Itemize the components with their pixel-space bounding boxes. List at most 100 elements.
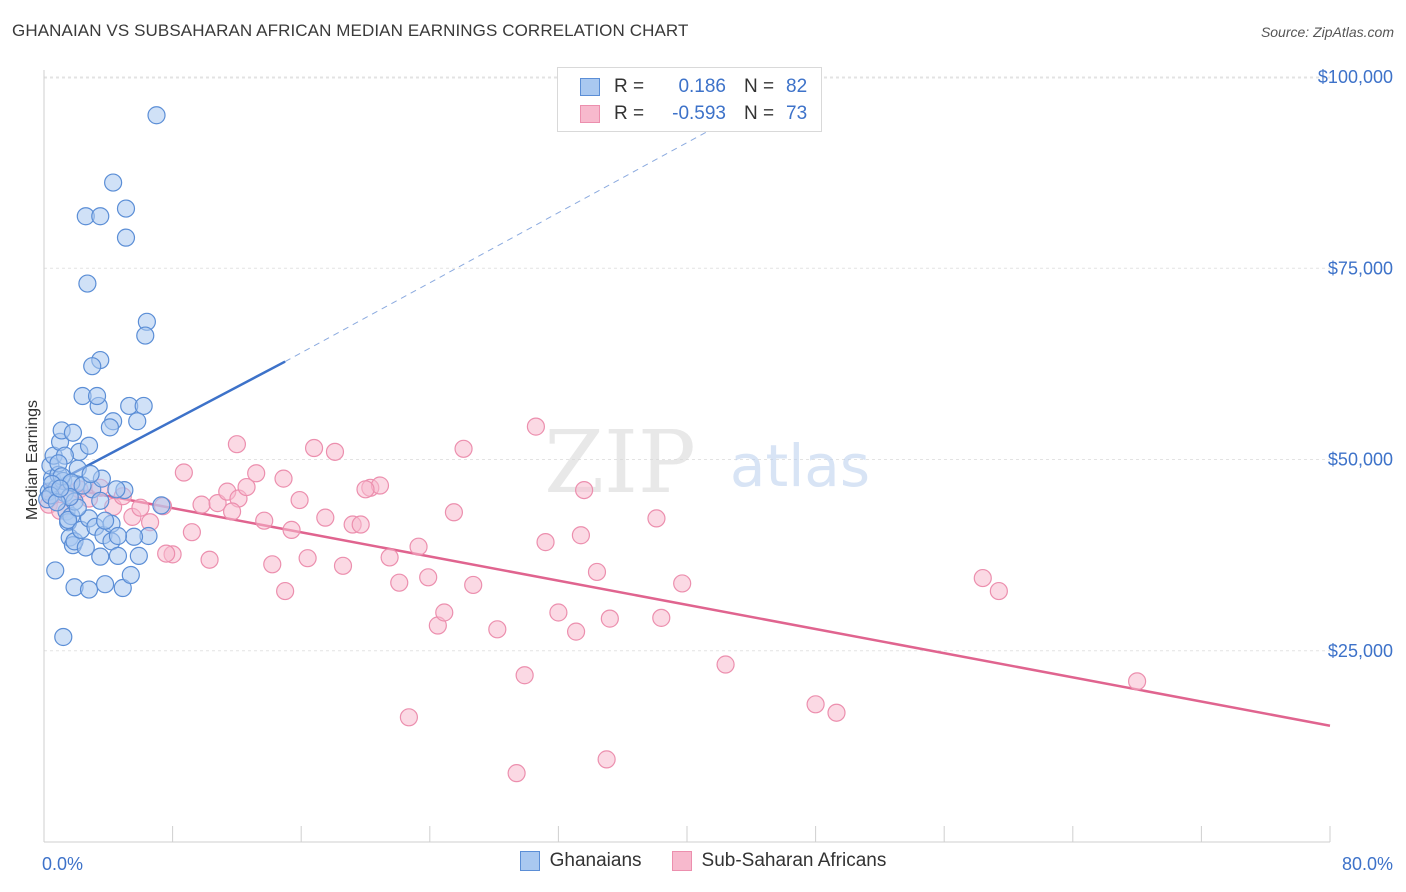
subsaharan-point xyxy=(274,469,293,488)
ghanaian-point xyxy=(76,538,95,557)
subsaharan-point xyxy=(600,609,619,628)
subsaharan-point xyxy=(131,498,150,517)
ghanaian-point xyxy=(147,106,166,125)
y-tick-labels: $25,000 $50,000 $75,000 $100,000 xyxy=(1318,67,1393,661)
y-tick-label: $75,000 xyxy=(1328,258,1393,278)
subsaharan-point xyxy=(237,477,256,497)
subsaharan-point xyxy=(276,581,295,601)
legend-r-label: R = xyxy=(614,103,645,124)
subsaharan-point xyxy=(464,575,483,595)
legend-label-ghanaians: Ghanaians xyxy=(549,850,642,871)
subsaharan-point xyxy=(419,568,438,587)
subsaharan-point xyxy=(157,544,176,563)
subsaharan-point xyxy=(390,573,409,592)
watermark: ZIP atlas xyxy=(544,413,870,513)
y-tick-label: $25,000 xyxy=(1328,641,1393,661)
legend-swatch-pink xyxy=(671,851,692,871)
ghanaian-point xyxy=(100,418,120,437)
subsaharan-point xyxy=(356,480,375,499)
legend-swatch-blue xyxy=(519,851,540,871)
ghanaian-point xyxy=(59,510,78,530)
ghanaian-point xyxy=(152,496,171,515)
chart-title: GHANAIAN VS SUBSAHARAN AFRICAN MEDIAN EA… xyxy=(12,21,689,40)
legend-item-ghanaians: Ghanaians xyxy=(519,850,642,872)
grid-lines xyxy=(44,76,1330,652)
subsaharan-point xyxy=(290,490,309,510)
subsaharan-point xyxy=(827,703,846,722)
ghanaian-point xyxy=(128,412,147,431)
subsaharan-point xyxy=(515,666,534,685)
legend-swatch-blue xyxy=(580,78,600,96)
legend-item-subsaharan: Sub-Saharan Africans xyxy=(671,850,887,872)
subsaharan-point xyxy=(652,608,671,627)
subsaharan-point xyxy=(575,481,594,500)
legend-row-subsaharan: R = -0.593 N = 73 xyxy=(580,101,807,127)
subsaharan-point xyxy=(174,463,193,482)
ghanaian-point xyxy=(116,199,136,218)
legend-label-subsaharan: Sub-Saharan Africans xyxy=(701,850,887,871)
subsaharan-point xyxy=(536,533,555,552)
legend-r-value: -0.593 xyxy=(672,103,726,124)
ghanaian-point xyxy=(113,578,132,598)
subsaharan-point xyxy=(325,442,345,461)
subsaharan-point xyxy=(227,435,246,454)
subsaharan-point xyxy=(716,655,735,674)
subsaharan-point xyxy=(304,438,324,458)
ghanaian-point xyxy=(63,423,83,442)
subsaharan-point xyxy=(200,550,219,569)
source-credit: Source: ZipAtlas.com xyxy=(1260,24,1394,40)
axes xyxy=(43,70,1331,843)
ghanaian-point xyxy=(95,511,115,530)
watermark-zip: ZIP xyxy=(544,413,696,513)
ghanaian-point xyxy=(87,386,107,406)
legend-n-value: 82 xyxy=(786,76,808,97)
ghanaian-point xyxy=(91,547,110,566)
subsaharan-point xyxy=(380,548,399,567)
ghanaian-point xyxy=(79,580,99,599)
legend-swatch-pink xyxy=(580,105,600,123)
y-tick-label: $100,000 xyxy=(1318,67,1393,87)
subsaharan-point xyxy=(587,562,607,582)
ghanaian-trend-extension xyxy=(284,107,752,363)
subsaharan-point xyxy=(316,508,335,527)
y-axis-title: Median Earnings xyxy=(24,400,41,520)
subsaharan-point xyxy=(973,568,992,588)
ghanaian-point xyxy=(108,526,128,546)
ghanaian-point xyxy=(78,274,97,293)
subsaharan-point xyxy=(454,439,473,458)
legend-n-value: 73 xyxy=(786,103,808,124)
ghanaian-point xyxy=(108,546,128,565)
subsaharan-point xyxy=(247,464,266,483)
subsaharan-point xyxy=(1127,672,1147,691)
subsaharan-point xyxy=(435,603,454,622)
ghanaian-point xyxy=(54,627,73,647)
subsaharan-point xyxy=(526,417,545,436)
subsaharan-point xyxy=(263,555,282,574)
legend-r-label: R = xyxy=(614,76,645,97)
data-points xyxy=(38,106,1147,783)
subsaharan-point xyxy=(571,526,591,545)
y-tick-label: $50,000 xyxy=(1328,450,1393,470)
subsaharan-point xyxy=(298,549,317,568)
legend-n-label: N = xyxy=(744,103,775,124)
ghanaian-point xyxy=(124,527,144,546)
ghanaian-point xyxy=(95,575,115,594)
x-tick-label-min: 0.0% xyxy=(42,854,83,874)
subsaharan-point xyxy=(182,523,201,542)
subsaharan-point xyxy=(549,603,568,622)
subsaharan-point xyxy=(673,574,692,593)
watermark-atlas: atlas xyxy=(730,432,870,500)
ghanaian-point xyxy=(129,546,148,565)
stats-legend: R = 0.186 N = 82 R = -0.593 N = 73 xyxy=(557,67,822,132)
subsaharan-point xyxy=(282,520,301,539)
ghanaian-point xyxy=(136,326,155,345)
ghanaian-point xyxy=(116,228,136,247)
subsaharan-point xyxy=(989,581,1008,601)
ghanaian-point xyxy=(91,207,110,226)
subsaharan-point xyxy=(192,495,211,514)
subsaharan-point xyxy=(444,503,464,522)
legend-row-ghanaians: R = 0.186 N = 82 xyxy=(580,74,807,100)
ghanaian-point xyxy=(79,436,99,455)
ghanaian-point xyxy=(134,396,153,416)
